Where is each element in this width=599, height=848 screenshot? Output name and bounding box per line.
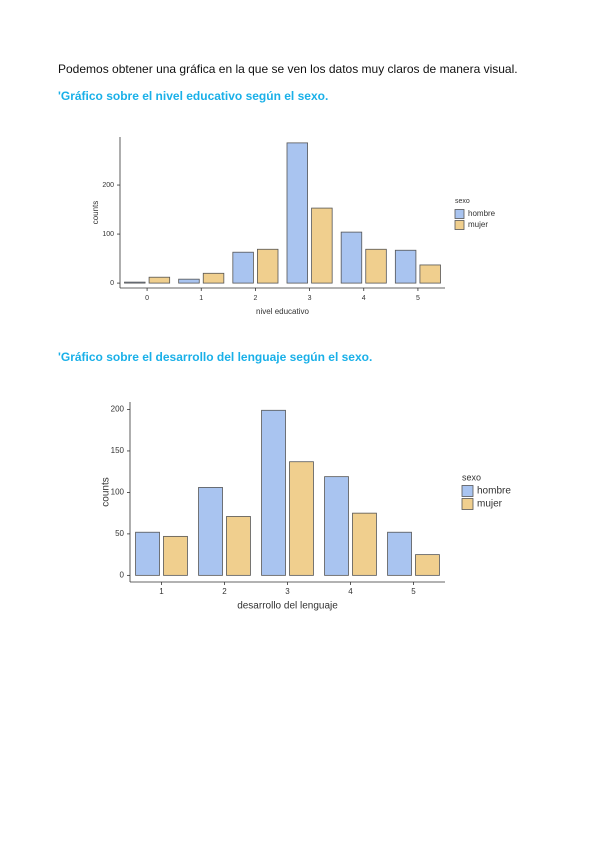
y-tick-label: 150 — [111, 446, 125, 455]
x-tick-label: 5 — [411, 587, 416, 596]
y-tick-label: 0 — [110, 280, 114, 287]
x-tick-label: 5 — [416, 295, 420, 302]
y-axis-title: counts — [101, 477, 112, 506]
bar — [415, 554, 440, 576]
bar — [419, 264, 441, 284]
bar — [387, 531, 412, 576]
x-tick-label: 4 — [348, 587, 353, 596]
legend-label: mujer — [468, 220, 488, 229]
x-axis-title: nivel educativo — [256, 307, 309, 316]
legend-swatch — [454, 220, 465, 230]
bar — [324, 476, 349, 576]
x-tick-label: 3 — [308, 295, 312, 302]
heading: 'Gráfico sobre el nivel educativo según … — [58, 89, 328, 103]
bar — [232, 251, 254, 284]
bar — [261, 409, 286, 576]
y-tick-label: 0 — [120, 570, 125, 579]
bar — [286, 142, 308, 284]
legend-swatch — [461, 498, 474, 510]
bar — [226, 516, 251, 576]
bar — [289, 461, 314, 576]
y-tick-label: 100 — [102, 231, 114, 238]
bar — [148, 276, 171, 284]
x-tick-label: 1 — [159, 587, 164, 596]
y-tick-label: 100 — [111, 488, 125, 497]
x-tick-label: 4 — [362, 295, 366, 302]
bar — [202, 272, 225, 284]
legend-label: hombre — [468, 209, 496, 218]
bar — [340, 231, 363, 284]
legend-title: sexo — [455, 198, 470, 205]
legend-swatch — [461, 485, 474, 497]
bar — [257, 248, 279, 284]
legend-label: mujer — [477, 499, 503, 510]
x-tick-label: 0 — [145, 295, 149, 302]
x-tick-label: 2 — [253, 295, 257, 302]
legend-swatch — [454, 209, 465, 219]
bar — [163, 535, 188, 576]
y-tick-label: 50 — [115, 529, 124, 538]
legend-title: sexo — [462, 472, 481, 482]
bar — [135, 531, 160, 576]
y-tick-label: 200 — [111, 405, 125, 414]
x-tick-label: 3 — [285, 587, 290, 596]
heading: 'Gráfico sobre el desarrollo del lenguaj… — [58, 350, 372, 364]
bar — [311, 207, 333, 284]
y-axis-title: counts — [91, 201, 100, 225]
y-tick-label: 200 — [102, 182, 114, 189]
x-tick-label: 1 — [199, 295, 203, 302]
x-tick-label: 2 — [222, 587, 227, 596]
x-axis-title: desarrollo del lenguaje — [237, 601, 338, 612]
bar — [178, 278, 200, 284]
bar — [352, 512, 377, 576]
bar — [124, 281, 146, 284]
legend-label: hombre — [477, 486, 511, 497]
bar — [394, 249, 417, 284]
intro-text: Podemos obtener una gráfica en la que se… — [58, 62, 518, 76]
bar — [365, 248, 387, 284]
bar — [198, 487, 223, 576]
